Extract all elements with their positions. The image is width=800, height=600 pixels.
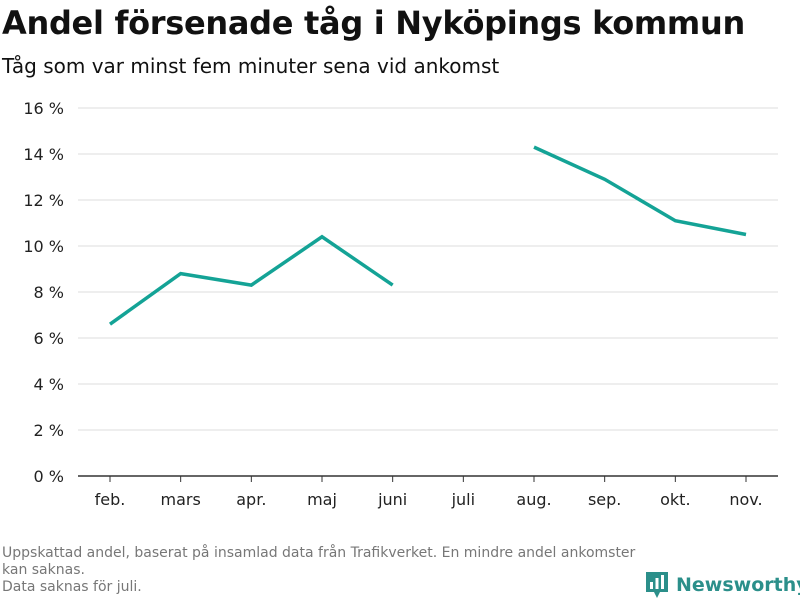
series-lines	[108, 145, 747, 326]
y-axis: 0 % 2 % 4 % 6 % 8 % 10 % 12 % 14 % 16 %	[23, 99, 64, 486]
x-tick-label: okt.	[660, 490, 690, 509]
series-line-segment	[533, 145, 747, 237]
newsworthy-logo-icon	[646, 572, 668, 598]
x-tick-label: aug.	[516, 490, 551, 509]
series-line-segment	[108, 234, 394, 326]
chart-subtitle: Tåg som var minst fem minuter sena vid a…	[2, 54, 500, 78]
gridlines	[78, 107, 778, 477]
y-tick-label: 16 %	[23, 99, 64, 118]
footnote-source: Uppskattad andel, baserat på insamlad da…	[2, 545, 636, 578]
y-tick-label: 2 %	[34, 421, 64, 440]
footnote-missing-data: Data saknas för juli.	[2, 579, 142, 595]
brand-name: Newsworthy	[676, 574, 800, 596]
x-tick-label: juni	[377, 490, 407, 509]
x-tick-label: nov.	[729, 490, 762, 509]
x-tick-label: sep.	[588, 490, 621, 509]
x-tick-label: juli	[451, 490, 475, 509]
x-tick-label: apr.	[236, 490, 266, 509]
y-tick-label: 0 %	[34, 467, 64, 486]
y-tick-label: 14 %	[23, 145, 64, 164]
y-tick-label: 10 %	[23, 237, 64, 256]
footnote: Uppskattad andel, baserat på insamlad da…	[2, 545, 642, 596]
chart-title: Andel försenade tåg i Nyköpings kommun	[2, 4, 745, 42]
y-tick-label: 6 %	[34, 329, 64, 348]
x-tick-label: feb.	[95, 490, 126, 509]
y-tick-label: 4 %	[34, 375, 64, 394]
brand-logo: Newsworthy	[644, 570, 800, 600]
x-axis: feb. mars apr. maj juni juli aug. sep. okt. nov.	[95, 476, 763, 509]
y-tick-label: 12 %	[23, 191, 64, 210]
x-tick-label: mars	[161, 490, 201, 509]
x-tick-label: maj	[307, 490, 337, 509]
line-chart: 0 % 2 % 4 % 6 % 8 % 10 % 12 % 14 % 16 % feb. mars…	[23, 99, 778, 509]
y-tick-label: 8 %	[34, 283, 64, 302]
